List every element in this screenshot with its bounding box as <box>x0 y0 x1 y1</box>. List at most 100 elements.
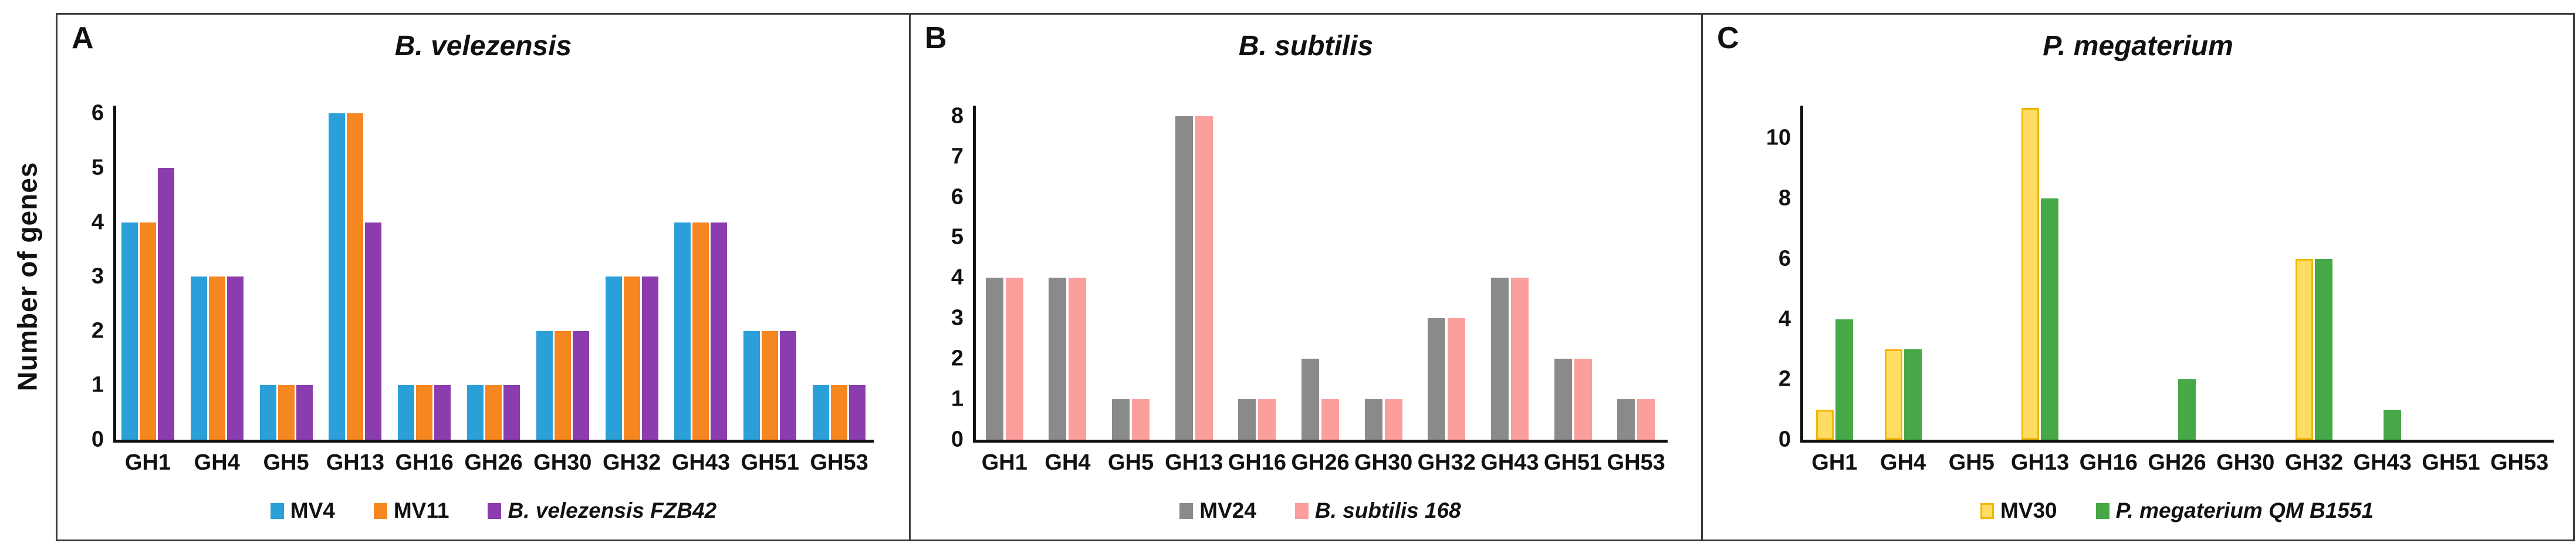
bar-MV11-GH26 <box>485 385 502 440</box>
legend: MV4 MV11 B. velezensis FZB42 <box>113 498 874 523</box>
y-tick-label: 6 <box>91 100 104 126</box>
bar-B-velezensis-FZB42-GH32 <box>641 276 658 440</box>
bar-MV4-GH5 <box>259 385 276 440</box>
y-tick-label: 5 <box>91 155 104 180</box>
x-category-label: GH43 <box>1480 450 1539 475</box>
y-tick-label: 6 <box>951 184 964 210</box>
bar-MV4-GH13 <box>329 113 346 440</box>
bar-B-velezensis-FZB42-GH30 <box>572 331 589 440</box>
legend: MV30 P. megaterium QM B1551 <box>1800 498 2554 523</box>
legend-swatch-green <box>2095 503 2110 519</box>
bar-B-subtilis-168-GH43 <box>1510 278 1529 440</box>
x-category-label: GH53 <box>1607 450 1665 475</box>
bar-MV4-GH1 <box>121 222 138 440</box>
y-tick-label: 2 <box>91 318 104 343</box>
x-axis-line <box>973 440 1668 443</box>
bar-MV11-GH32 <box>623 276 640 440</box>
legend-label: MV4 <box>290 498 335 522</box>
bar-B-velezensis-FZB42-GH16 <box>434 385 451 440</box>
x-category-label: GH26 <box>464 450 523 475</box>
x-category-label: GH53 <box>810 450 868 475</box>
bar-B-subtilis-168-GH16 <box>1258 399 1276 440</box>
bar-MV24-GH43 <box>1490 278 1509 440</box>
x-category-label: GH30 <box>2216 450 2275 475</box>
legend-item: P. megaterium QM B1551 <box>2095 498 2374 523</box>
y-tick-label: 0 <box>91 427 104 452</box>
bar-B-velezensis-FZB42-GH43 <box>711 222 728 440</box>
y-tick-label: 1 <box>951 386 964 412</box>
bar-MV24-GH1 <box>985 278 1003 440</box>
legend-label: MV24 <box>1199 498 1256 522</box>
x-category-label: GH4 <box>1880 450 1926 475</box>
x-category-label: GH32 <box>1417 450 1476 475</box>
bar-MV4-GH30 <box>536 331 553 440</box>
y-tick-label: 6 <box>1778 246 1791 271</box>
bar-MV11-GH43 <box>692 222 709 440</box>
panel-c: C P. megaterium 0 2 4 6 8 10 GH1 GH4 GH5 GH13 GH16 GH… <box>1703 13 2575 541</box>
x-category-label: GH26 <box>1291 450 1350 475</box>
legend-swatch-yellow <box>1980 503 1994 519</box>
bar-B-subtilis-168-GH26 <box>1321 399 1339 440</box>
bar-MV24-GH13 <box>1175 116 1193 440</box>
y-tick-label: 4 <box>91 210 104 234</box>
bar-MV24-GH53 <box>1617 399 1635 440</box>
legend-label: B. subtilis 168 <box>1314 498 1461 522</box>
bar-B-subtilis-168-GH51 <box>1574 359 1592 440</box>
bar-MV24-GH16 <box>1238 399 1256 440</box>
bar-MV4-GH43 <box>674 222 691 440</box>
legend: MV24 B. subtilis 168 <box>973 498 1668 523</box>
bar-B-velezensis-FZB42-GH1 <box>157 167 174 440</box>
bar-MV4-GH53 <box>813 385 830 440</box>
bar-B-subtilis-168-GH53 <box>1637 399 1655 440</box>
y-tick-label: 8 <box>1778 186 1791 211</box>
y-tick-label: 4 <box>951 265 964 290</box>
x-axis-line <box>113 440 874 443</box>
bar-B-velezensis-FZB42-GH13 <box>365 222 382 440</box>
y-tick-label: 4 <box>1778 306 1791 332</box>
bar-MV11-GH4 <box>208 276 225 440</box>
legend-item: MV30 <box>1980 498 2057 523</box>
bar-MV4-GH51 <box>743 331 760 440</box>
bar-B-velezensis-FZB42-GH4 <box>227 276 244 440</box>
bar-B-subtilis-168-GH30 <box>1384 399 1402 440</box>
x-category-label: GH43 <box>2353 450 2412 475</box>
bar-P-megaterium-QM-B1551-GH26 <box>2178 379 2196 440</box>
panel-b-label: B <box>925 21 947 55</box>
bar-B-velezensis-FZB42-GH5 <box>296 385 313 440</box>
y-tick-label: 8 <box>951 103 964 129</box>
bar-B-velezensis-FZB42-GH26 <box>503 385 520 440</box>
x-axis-line <box>1800 440 2554 443</box>
x-category-label: GH30 <box>533 450 592 475</box>
x-category-label: GH32 <box>602 450 661 475</box>
y-tick-label: 0 <box>951 427 964 452</box>
y-tick-label: 1 <box>91 372 104 397</box>
legend-item: MV4 <box>270 498 335 523</box>
bar-MV30-GH32 <box>2295 258 2313 440</box>
bar-MV30-GH1 <box>1816 409 1834 440</box>
x-category-label: GH5 <box>263 450 309 475</box>
y-axis-line <box>973 106 976 442</box>
x-category-label: GH32 <box>2284 450 2344 475</box>
y-axis-title: Number of genes <box>0 0 54 553</box>
bar-MV30-GH4 <box>1884 349 1902 440</box>
legend-label: MV11 <box>393 498 449 522</box>
y-tick-label: 2 <box>1778 366 1791 392</box>
bar-MV11-GH5 <box>278 385 295 440</box>
y-axis-title-text: Number of genes <box>12 161 43 392</box>
legend-label: MV30 <box>2000 498 2057 522</box>
y-tick-label: 5 <box>951 224 964 249</box>
bar-MV11-GH51 <box>762 331 779 440</box>
panel-a: A B. velezensis 0 1 2 3 4 5 6 GH1 GH4 GH5 GH13 GH16 GH… <box>56 13 911 541</box>
bar-B-subtilis-168-GH4 <box>1069 278 1087 440</box>
bar-B-subtilis-168-GH1 <box>1005 278 1023 440</box>
x-category-label: GH51 <box>2422 450 2480 475</box>
legend-item: MV11 <box>373 498 449 523</box>
x-category-label: GH43 <box>671 450 731 475</box>
bar-MV11-GH13 <box>347 113 364 440</box>
bar-MV24-GH26 <box>1301 359 1319 440</box>
y-axis-line <box>113 106 116 442</box>
x-category-label: GH4 <box>1044 450 1091 475</box>
legend-item: B. velezensis FZB42 <box>488 498 716 523</box>
x-category-label: GH16 <box>1228 450 1286 475</box>
